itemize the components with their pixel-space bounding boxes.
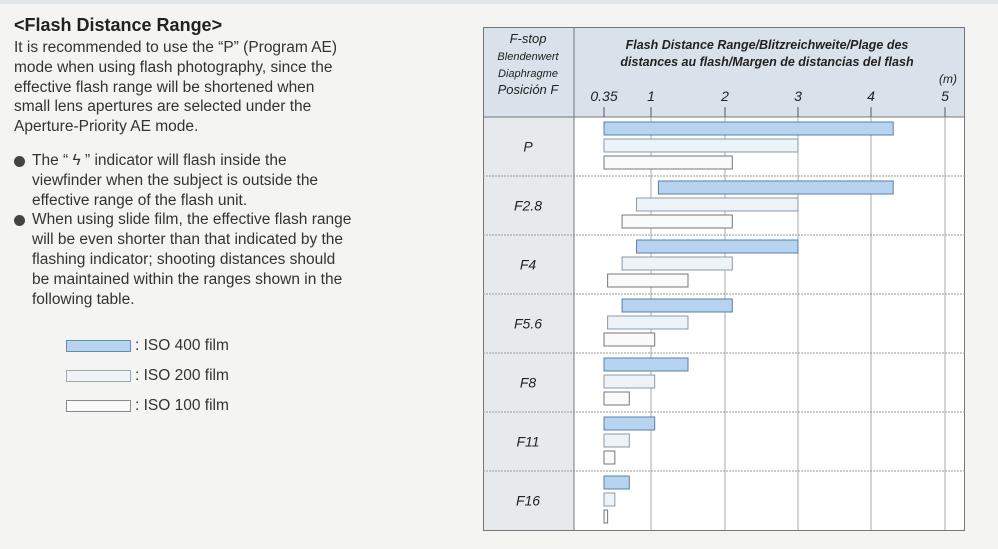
col2-header-line: Flash Distance Range/Blitzreichweite/Pla… (626, 38, 909, 52)
bar-iso100 (603, 509, 609, 524)
x-tick-label: 4 (867, 88, 875, 104)
row-labels: P F2.8 F4 F5.6 F8 F11 F16 (514, 139, 542, 509)
intro-line: Aperture-Priority AE mode. (14, 118, 199, 136)
intro-line: It is recommended to use the “P” (Progra… (14, 39, 338, 56)
legend-item-iso400: : ISO 400 film (66, 331, 464, 361)
bullet-line: When using slide film, the effective fla… (32, 211, 352, 229)
unit-label: (m) (939, 72, 957, 86)
bullet-list: The “ ϟ ” indicator will flash inside th… (14, 151, 464, 309)
axis-ticks: 0.35 1 2 3 4 5 (590, 88, 949, 117)
fstop-label: F4 (520, 257, 537, 273)
bar-iso400 (603, 357, 689, 372)
table-header-bg (484, 28, 964, 117)
legend: : ISO 400 film : ISO 200 film : ISO 100 … (66, 331, 464, 421)
bar-iso200 (603, 138, 799, 153)
legend-label: : ISO 400 film (135, 337, 229, 355)
bar-iso400 (621, 298, 733, 313)
fstop-label: F8 (520, 375, 537, 391)
bullet-line: following table. (32, 290, 135, 308)
bar-iso100 (621, 214, 733, 229)
row-separators (483, 175, 965, 472)
bar-iso100 (603, 332, 656, 347)
legend-label: : ISO 100 film (135, 397, 229, 415)
col1-header-line: Diaphragme (498, 68, 558, 80)
legend-item-iso200: : ISO 200 film (66, 361, 464, 391)
bullet-icon (14, 155, 25, 167)
fstop-column-bg (484, 117, 574, 530)
bar-iso400 (603, 121, 894, 136)
bar-iso100 (603, 450, 616, 465)
bar-iso200 (603, 374, 656, 389)
bar-iso200 (603, 492, 616, 507)
legend-swatch-iso400 (66, 340, 131, 353)
legend-swatch-iso100 (66, 400, 131, 413)
x-tick-label: 3 (794, 88, 802, 104)
x-tick-label: 0.35 (590, 88, 617, 104)
range-bars (603, 121, 894, 524)
intro-paragraph: It is recommended to use the “P” (Progra… (14, 38, 464, 137)
legend-swatch-iso200 (66, 370, 131, 383)
fstop-label: P (523, 139, 533, 155)
x-tick-label: 1 (647, 88, 655, 104)
text-column: <Flash Distance Range> It is recommended… (14, 14, 464, 421)
flash-range-chart: F-stop Blendenwert Diaphragme Posición F… (483, 27, 965, 531)
fstop-label: F11 (516, 434, 539, 450)
fstop-label: F2.8 (514, 198, 542, 214)
bullet-line: viewfinder when the subject is outside t… (32, 171, 319, 189)
intro-line: small lens apertures are selected under … (14, 98, 312, 116)
bar-iso200 (621, 256, 733, 271)
fstop-label: F5.6 (514, 316, 542, 332)
bar-iso200 (607, 315, 689, 330)
bar-iso200 (636, 197, 799, 212)
bullet-line: flashing indicator; shooting distances s… (32, 250, 336, 268)
bullet-line: The “ ϟ ” indicator will flash inside th… (32, 151, 287, 169)
col1-header-line: Blendenwert (497, 51, 559, 63)
bar-iso100 (603, 155, 733, 170)
section-heading: <Flash Distance Range> (14, 15, 223, 35)
col1-header-line: F-stop (510, 31, 547, 46)
x-tick-label: 2 (720, 88, 729, 104)
bar-iso400 (657, 180, 894, 195)
bar-iso400 (636, 239, 799, 254)
legend-item-iso100: : ISO 100 film (66, 391, 464, 421)
intro-line: mode when using flash photography, since… (14, 58, 333, 76)
fstop-label: F16 (516, 493, 540, 509)
col1-header-line: Posición F (498, 82, 560, 97)
bar-iso100 (603, 391, 630, 406)
top-strip (0, 0, 998, 4)
bullet-icon (14, 215, 25, 227)
bullet-item: When using slide film, the effective fla… (14, 210, 464, 309)
bar-iso100 (607, 273, 689, 288)
x-tick-label: 5 (941, 88, 949, 104)
intro-line: effective flash range will be shortened … (14, 78, 315, 96)
bar-iso400 (603, 475, 630, 490)
bullet-line: will be even shorter than that indicated… (32, 231, 344, 249)
bullet-line: effective range of the flash unit. (32, 191, 248, 209)
flash-range-table: F-stop Blendenwert Diaphragme Posición F… (483, 27, 965, 536)
legend-label: : ISO 200 film (135, 367, 229, 385)
bar-iso200 (603, 433, 630, 448)
col2-header-line: distances au flash/Margen de distancias … (620, 55, 914, 69)
bar-iso400 (603, 416, 656, 431)
bullet-item: The “ ϟ ” indicator will flash inside th… (14, 151, 464, 210)
bullet-line: be maintained within the ranges shown in… (32, 270, 343, 288)
